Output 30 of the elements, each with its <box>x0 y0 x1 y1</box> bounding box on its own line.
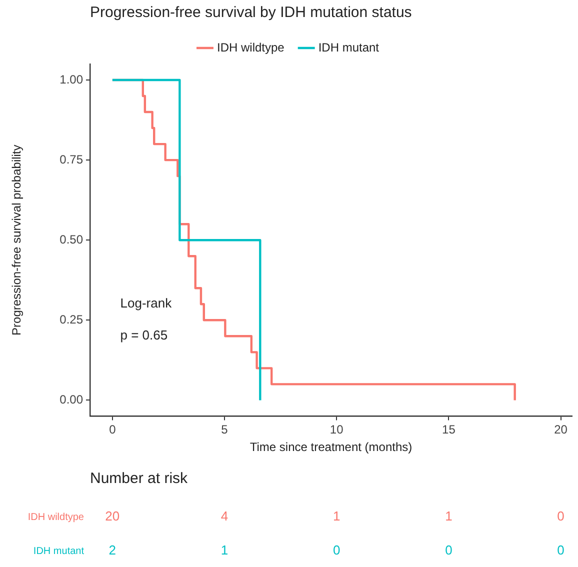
x-tick-label: 20 <box>554 422 568 437</box>
text: 20 <box>105 508 120 524</box>
legend-label: IDH mutant <box>318 40 380 54</box>
y-axis-title: Progression-free survival probability <box>10 144 24 336</box>
text: IDH mutant <box>33 546 84 557</box>
text: 1 <box>445 508 452 524</box>
x-tick-label: 0 <box>109 422 116 437</box>
text: 1 <box>220 542 228 558</box>
y-tick-label: 0.25 <box>60 312 84 326</box>
y-tick-label: 1.00 <box>60 72 84 86</box>
annotation: Log-rank <box>120 296 172 311</box>
x-axis-title: Time since treatment (months) <box>250 440 412 454</box>
x-tick-label: 15 <box>442 422 456 437</box>
y-tick-label: 0.00 <box>60 392 84 407</box>
text: 0 <box>445 542 452 558</box>
y-tick-label: 0.75 <box>60 152 84 166</box>
text: 1 <box>332 508 340 524</box>
text: 2 <box>108 542 116 558</box>
y-tick-label: 0.50 <box>60 232 84 246</box>
legend-label: IDH wildtype <box>216 40 285 54</box>
text: 4 <box>220 508 228 524</box>
x-tick-label: 5 <box>221 422 228 437</box>
text: IDH wildtype <box>28 512 84 523</box>
text: Number at risk <box>90 470 188 488</box>
text: 0 <box>557 542 564 558</box>
text: 0 <box>557 508 564 524</box>
x-tick-label: 10 <box>330 422 344 437</box>
chart-title: Progression-free survival by IDH mutation status <box>90 4 412 22</box>
annotation: p = 0.65 <box>120 328 168 343</box>
text: 0 <box>332 542 340 558</box>
